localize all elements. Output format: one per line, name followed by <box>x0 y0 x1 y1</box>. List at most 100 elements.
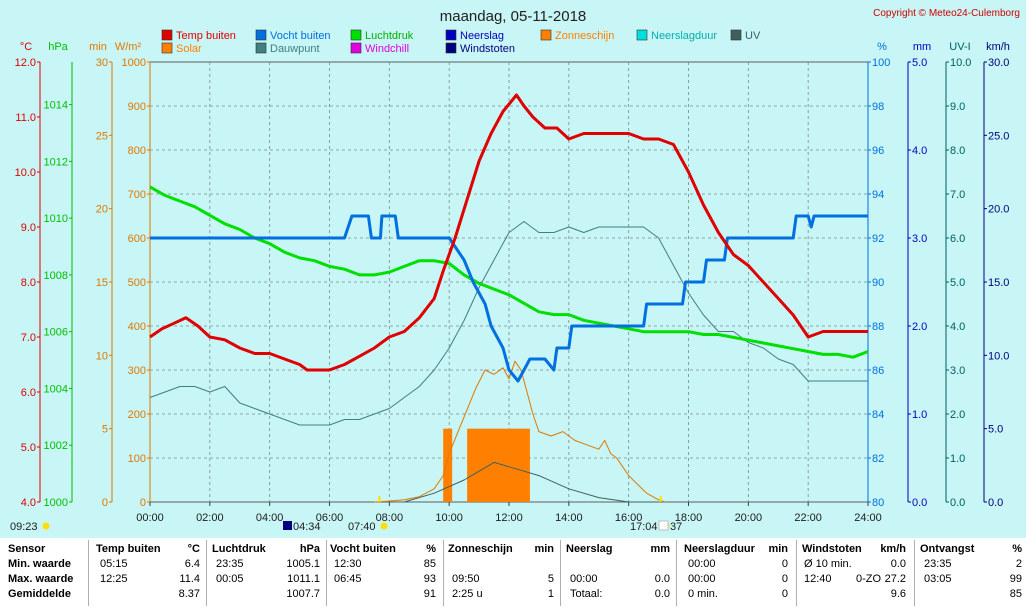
axis-tick-label: 3.0 <box>950 365 965 377</box>
precip-time: 00:00 <box>570 573 598 585</box>
x-tick-label: 06:00 <box>316 512 344 524</box>
header-humidity-unit: % <box>426 543 436 555</box>
reception-time: 03:05 <box>924 573 952 585</box>
reception-value: 85 <box>1009 588 1022 600</box>
legend-label: Solar <box>176 43 202 55</box>
header-gust: Windstoten <box>802 543 862 555</box>
axis-tick-label: 1012 <box>44 156 68 168</box>
legend-swatch <box>445 29 457 41</box>
axis-tick-label: 500 <box>128 277 146 289</box>
header-sunshine-unit: min <box>534 543 554 555</box>
axis-tick-label: 25 <box>96 130 108 142</box>
axis-tick-label: 5.0 <box>21 442 36 454</box>
humidity-line <box>150 214 868 383</box>
legend-swatch <box>445 42 457 54</box>
humidity-time: 12:30 <box>334 558 362 570</box>
legend-swatch <box>161 29 173 41</box>
moon-icon <box>283 521 292 530</box>
column-divider <box>676 540 677 606</box>
gust-value: 27.2 <box>884 573 906 585</box>
axis-tick-label: 98 <box>872 101 884 113</box>
moon-phase-icon <box>658 520 669 531</box>
temp-time: 05:15 <box>100 558 128 570</box>
temp-value: 11.4 <box>179 573 200 585</box>
x-tick-label: 10:00 <box>435 512 463 524</box>
axis-tick-label: 2.0 <box>912 321 927 333</box>
humidity-value: 85 <box>423 558 436 570</box>
dewpoint-line <box>149 221 868 426</box>
axis-unit: min <box>89 41 107 53</box>
pressure-value: 1007.7 <box>286 588 320 600</box>
axis-tick-label: 11.0 <box>15 112 36 124</box>
precip-duration-value: 0 <box>781 573 788 585</box>
axis-tick-label: 0.0 <box>912 497 927 509</box>
axis-tick-label: 0 <box>140 497 146 509</box>
axis-tick-label: 94 <box>872 189 884 201</box>
axis-unit: UV-I <box>949 41 970 53</box>
axis-tick-label: 20 <box>96 204 108 216</box>
legend-swatch <box>636 29 648 41</box>
axis-tick-label: 1.0 <box>912 409 927 421</box>
column-divider <box>914 540 915 606</box>
x-tick-label: 18:00 <box>675 512 703 524</box>
axis-tick-label: 12.0 <box>15 57 36 69</box>
summary-table: Sensor Temp buiten °C Luchtdruk hPa Vocht bui… <box>0 538 1026 608</box>
marker-label: 17:04 <box>630 521 658 533</box>
axis-unit: hPa <box>48 41 68 53</box>
x-tick-label: 02:00 <box>196 512 224 524</box>
legend-label: UV <box>745 30 761 42</box>
legend-label: Dauwpunt <box>270 43 320 55</box>
precip-duration-time: 0 min. <box>688 588 718 600</box>
marker-label: 07:40 <box>348 521 376 533</box>
x-tick-label: 14:00 <box>555 512 583 524</box>
header-sunshine: Zonneschijn <box>448 543 513 555</box>
x-tick-label: 08:00 <box>376 512 404 524</box>
axis-tick-label: 400 <box>128 321 146 333</box>
axis-unit: % <box>877 41 887 53</box>
sunshine-bar <box>443 428 453 502</box>
legend-label: Temp buiten <box>176 30 236 42</box>
temperature-line <box>149 93 868 372</box>
gust-time: Ø 10 min. <box>804 558 852 570</box>
axis-tick-label: 900 <box>128 101 146 113</box>
axis-tick-label: 600 <box>128 233 146 245</box>
axis-tick-label: 100 <box>128 453 146 465</box>
copyright-text: Copyright © Meteo24-Culemborg <box>873 8 1020 19</box>
axis-unit: °C <box>20 41 32 53</box>
axis-tick-label: 88 <box>872 321 884 333</box>
pressure-time: 00:05 <box>216 573 244 585</box>
axis-tick-label: 92 <box>872 233 884 245</box>
solar-line <box>374 360 665 503</box>
humidity-value: 93 <box>423 573 436 585</box>
row-label: Gemiddelde <box>8 588 71 600</box>
header-pressure-unit: hPa <box>299 543 320 555</box>
temp-value: 6.4 <box>184 558 200 570</box>
axis-tick-label: 30.0 <box>988 57 1009 69</box>
row-label: Min. waarde <box>8 558 71 570</box>
header-precip-duration-unit: min <box>768 543 788 555</box>
pressure-value: 1005.1 <box>286 558 320 570</box>
legend-swatch <box>255 29 267 41</box>
axis-tick-label: 200 <box>128 409 146 421</box>
axis-tick-label: 800 <box>128 145 146 157</box>
axis-tick-label: 5 <box>102 424 108 436</box>
axis-tick-label: 1010 <box>44 213 68 225</box>
axis-tick-label: 300 <box>128 365 146 377</box>
reception-value: 99 <box>1009 573 1022 585</box>
axis-tick-label: 6.0 <box>950 233 965 245</box>
axis-tick-label: 7.0 <box>950 189 965 201</box>
legend-swatch <box>350 42 362 54</box>
axis-tick-label: 1002 <box>44 440 68 452</box>
header-temp-unit: °C <box>187 543 200 555</box>
header-gust-unit: km/h <box>880 543 906 555</box>
gust-time: 12:40 <box>804 573 832 585</box>
reception-time: 23:35 <box>924 558 952 570</box>
axis-tick-label: 1006 <box>44 327 68 339</box>
axis-tick-label: 80 <box>872 497 884 509</box>
axis-tick-label: 9.0 <box>21 222 36 234</box>
sun-icon <box>42 522 50 530</box>
axis-tick-label: 8.0 <box>21 277 36 289</box>
column-divider <box>326 540 327 606</box>
axis-tick-label: 1004 <box>44 383 68 395</box>
axis-unit: mm <box>913 41 931 53</box>
